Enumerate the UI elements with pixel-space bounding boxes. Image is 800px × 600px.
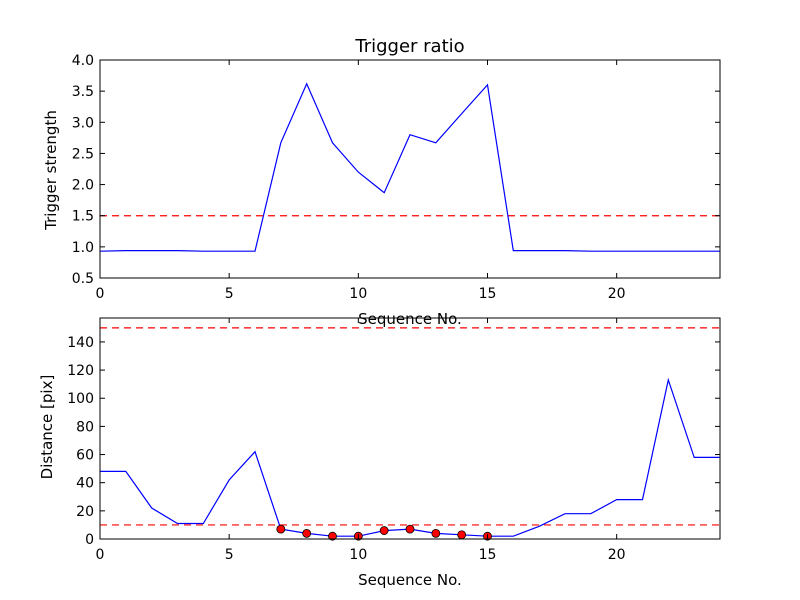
y-tick-label: 2.5 bbox=[72, 146, 94, 162]
y-tick-label: 4.0 bbox=[72, 53, 94, 69]
data-point-marker bbox=[431, 528, 441, 538]
y-tick-label: 1.0 bbox=[72, 240, 94, 256]
x-tick-label: 5 bbox=[225, 547, 234, 563]
y-tick-label: 2.0 bbox=[72, 178, 94, 194]
x-tick-label: 10 bbox=[349, 547, 367, 563]
y-tick-label: 20 bbox=[76, 504, 94, 520]
data-point-marker bbox=[405, 524, 415, 534]
series-line bbox=[99, 82, 720, 252]
y-axis-label: Distance [pix] bbox=[38, 375, 56, 480]
y-tick-label: 120 bbox=[67, 363, 94, 379]
x-axis-label: Sequence No. bbox=[358, 310, 462, 328]
y-tick-label: 0.5 bbox=[72, 271, 94, 287]
x-tick-label: 15 bbox=[479, 286, 497, 302]
x-tick-label: 15 bbox=[479, 547, 497, 563]
chart-title: Trigger ratio bbox=[354, 36, 464, 57]
y-tick-label: 80 bbox=[76, 419, 94, 435]
y-tick-label: 1.5 bbox=[72, 209, 94, 225]
y-tick-label: 3.5 bbox=[72, 84, 94, 100]
data-point-marker bbox=[302, 528, 312, 538]
data-point-marker bbox=[276, 524, 286, 534]
distance-chart: Sequence No. Distance [pix] 0 5 10 15 20 0 20 4… bbox=[38, 317, 721, 589]
trigger-ratio-chart: Trigger ratio Sequence No. Trigger stren… bbox=[42, 36, 721, 328]
y-axis-label: Trigger strength bbox=[42, 110, 60, 231]
x-tick-label: 5 bbox=[225, 286, 234, 302]
x-tick-label: 20 bbox=[608, 286, 626, 302]
x-axis-label: Sequence No. bbox=[358, 571, 462, 589]
x-tick-label: 0 bbox=[96, 547, 105, 563]
plot-frame bbox=[99, 59, 721, 279]
y-tick-label: 0 bbox=[85, 532, 94, 548]
y-tick-label: 3.0 bbox=[72, 115, 94, 131]
y-tick-label: 60 bbox=[76, 448, 94, 464]
x-tick-label: 10 bbox=[349, 286, 367, 302]
data-point-marker bbox=[328, 531, 337, 541]
plot-frame bbox=[99, 317, 721, 540]
x-tick-label: 20 bbox=[608, 547, 626, 563]
data-point-marker bbox=[457, 530, 467, 540]
y-tick-label: 40 bbox=[76, 476, 94, 492]
x-tick-label: 0 bbox=[96, 286, 105, 302]
y-tick-label: 100 bbox=[67, 391, 94, 407]
y-tick-label: 140 bbox=[67, 335, 94, 351]
data-point-marker bbox=[379, 526, 389, 535]
